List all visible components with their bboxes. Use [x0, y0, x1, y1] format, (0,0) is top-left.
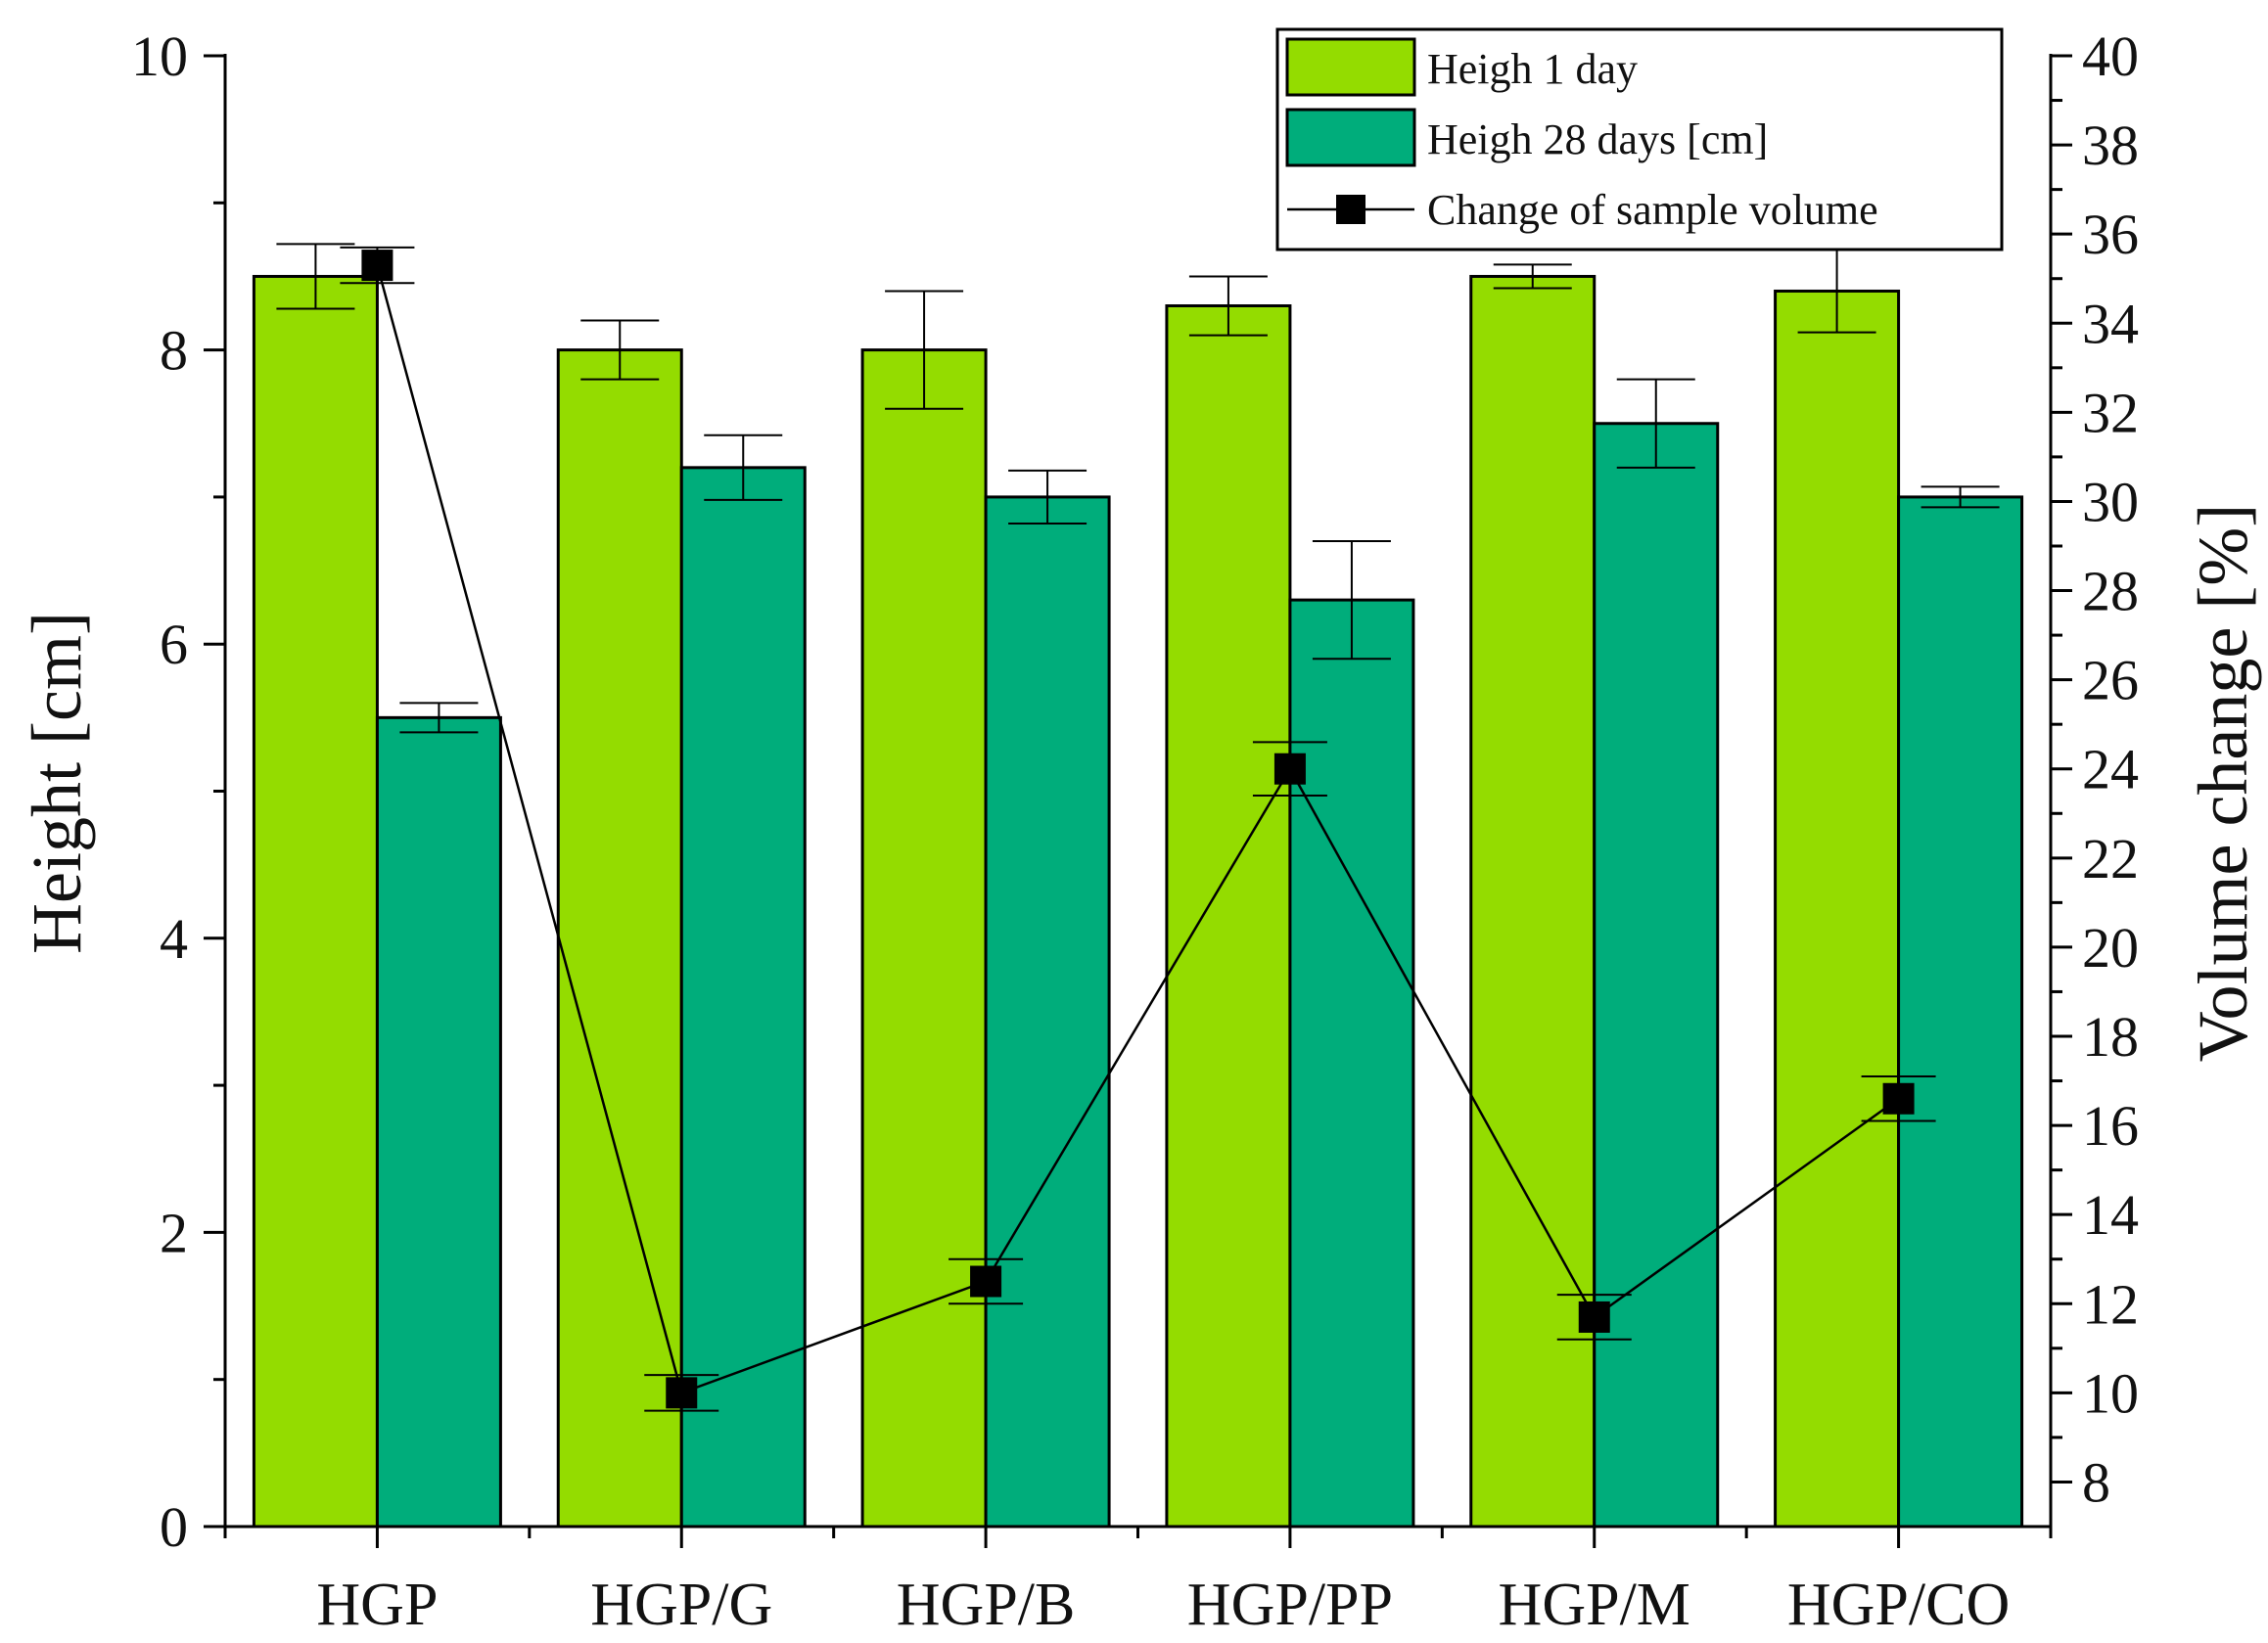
y2-tick-label: 14 — [2082, 1183, 2139, 1247]
legend: Heigh 1 day Heigh 28 days [cm] Change of… — [1275, 27, 2004, 251]
bar — [1593, 422, 1720, 1529]
legend-swatch-28days — [1285, 108, 1416, 167]
legend-label-28days: Heigh 28 days [cm] — [1427, 115, 1768, 163]
x-tick-label: HGP/B — [897, 1572, 1076, 1638]
axes-layer: 0246810810121416182022242628303234363840… — [131, 24, 2139, 1638]
legend-label-volume: Change of sample volume — [1427, 186, 1878, 234]
y2-tick-label: 30 — [2082, 470, 2139, 533]
y2-tick-label: 10 — [2082, 1361, 2139, 1425]
y2-tick-label: 20 — [2082, 916, 2139, 980]
x-tick-label: HGP/M — [1499, 1572, 1690, 1638]
y-tick-label: 10 — [131, 24, 188, 88]
bar — [556, 348, 683, 1529]
y2-tick-label: 12 — [2082, 1272, 2139, 1336]
y-tick-label: 2 — [160, 1201, 188, 1264]
legend-marker-volume — [1336, 195, 1365, 224]
bar — [860, 348, 988, 1529]
y-axis-title: Height [cm] — [18, 612, 96, 954]
y2-tick-label: 16 — [2082, 1094, 2139, 1158]
volume-point — [361, 250, 393, 282]
x-tick-label: HGP/PP — [1187, 1572, 1393, 1638]
x-tick-label: HGP/G — [590, 1572, 772, 1638]
bar — [984, 495, 1111, 1529]
volume-point — [970, 1265, 1002, 1298]
y-tick-label: 4 — [160, 907, 188, 971]
bar — [1774, 289, 1901, 1529]
bar — [1288, 598, 1415, 1529]
x-tick-label: HGP — [316, 1572, 438, 1638]
y2-tick-label: 34 — [2082, 292, 2139, 355]
legend-label-1day: Heigh 1 day — [1427, 45, 1638, 93]
x-tick-label: HGP/CO — [1787, 1572, 2010, 1638]
y2-tick-label: 36 — [2082, 203, 2139, 266]
volume-point — [666, 1377, 698, 1409]
y2-tick-label: 28 — [2082, 560, 2139, 623]
y2-tick-label: 32 — [2082, 381, 2139, 444]
y2-tick-label: 38 — [2082, 114, 2139, 177]
volume-point — [1578, 1301, 1610, 1333]
y2-tick-label: 22 — [2082, 827, 2139, 890]
y2-tick-label: 8 — [2082, 1450, 2110, 1514]
y2-tick-label: 26 — [2082, 649, 2139, 712]
volume-line-layer — [340, 246, 1936, 1412]
volume-line — [376, 264, 1900, 1395]
bars-layer — [252, 243, 2024, 1529]
volume-point — [1882, 1082, 1915, 1115]
y2-tick-label: 40 — [2082, 24, 2139, 88]
bar — [252, 274, 379, 1529]
y-tick-label: 6 — [160, 613, 188, 676]
bar — [1897, 495, 2024, 1529]
volume-point — [1273, 753, 1306, 785]
y2-tick-label: 18 — [2082, 1005, 2139, 1069]
y2-axis-title: Volume change [%] — [2184, 504, 2262, 1062]
legend-swatch-1day — [1285, 37, 1416, 97]
y-tick-label: 8 — [160, 319, 188, 383]
bar — [1469, 274, 1597, 1529]
bar — [375, 715, 502, 1529]
bar — [1165, 304, 1292, 1529]
y-tick-label: 0 — [160, 1495, 188, 1559]
bar — [679, 466, 807, 1529]
y2-tick-label: 24 — [2082, 738, 2139, 801]
